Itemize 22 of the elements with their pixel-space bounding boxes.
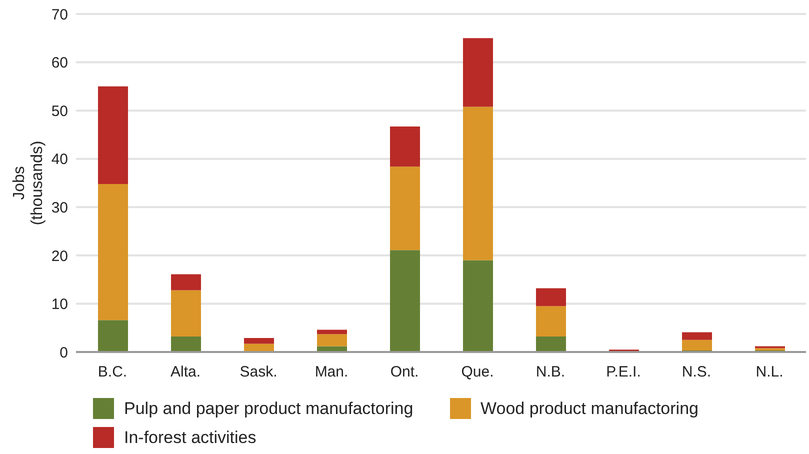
x-tick-label: Man. xyxy=(314,364,348,381)
y-tick-label: 30 xyxy=(51,199,68,216)
y-tick-label: 50 xyxy=(51,102,68,120)
y-tick-label: 0 xyxy=(60,344,68,362)
x-tick-label: P.E.I. xyxy=(606,364,641,381)
x-tick-label: B.C. xyxy=(98,364,128,381)
x-tick-label: Que. xyxy=(461,364,494,381)
x-tick-label: N.L. xyxy=(756,364,784,381)
legend-label: Wood product manufactoring xyxy=(480,398,698,418)
legend-label: In-forest activities xyxy=(124,428,256,448)
x-tick-label: N.S. xyxy=(682,364,712,381)
x-tick-label: Alta. xyxy=(170,364,201,381)
x-tick-label: N.B. xyxy=(536,364,566,381)
x-tick-label: Sask. xyxy=(240,364,278,381)
x-tick-label: Ont. xyxy=(390,364,419,381)
y-tick-label: 40 xyxy=(51,151,68,168)
y-tick-label: 10 xyxy=(51,296,68,314)
legend-label: Pulp and paper product manufactoring xyxy=(124,398,414,418)
y-tick-label: 20 xyxy=(51,248,68,265)
y-axis-title: Jobs (thousands) xyxy=(11,140,46,226)
y-tick-label: 60 xyxy=(51,54,68,72)
y-tick-label: 70 xyxy=(51,6,68,24)
